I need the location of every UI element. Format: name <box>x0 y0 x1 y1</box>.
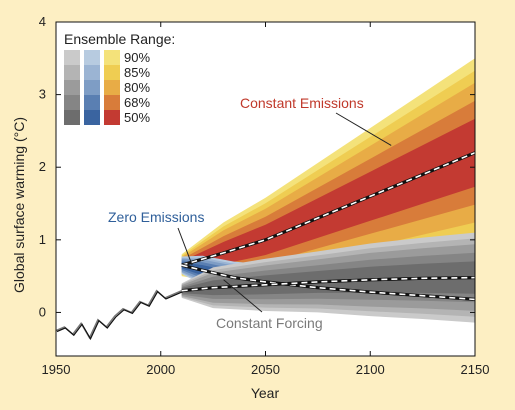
median-lines <box>181 151 476 301</box>
legend-swatches <box>64 50 120 125</box>
x-tick-label-2050: 2050 <box>251 362 280 377</box>
y-tick-label-0: 0 <box>39 304 46 319</box>
legend-label-90: 90% <box>124 50 150 65</box>
annotation-leaders <box>177 112 392 313</box>
axis-ticks: 1950 2000 2050 2100 2150 0 1 2 3 4 <box>39 14 490 377</box>
legend-swatch-blue-80 <box>84 80 100 95</box>
legend-swatch-warm-50 <box>104 110 120 125</box>
legend-swatch-gray-90 <box>64 50 80 65</box>
annotation-zero-emissions: Zero Emissions <box>108 209 204 225</box>
constant-emissions-band-50 <box>181 118 475 270</box>
legend-swatch-gray-80 <box>64 80 80 95</box>
annotation-leader-2 <box>223 279 263 313</box>
legend-label-50: 50% <box>124 110 150 125</box>
y-tick-label-1: 1 <box>39 232 46 247</box>
y-tick-label-2: 2 <box>39 159 46 174</box>
legend-swatch-blue-90 <box>84 50 100 65</box>
legend-label-85: 85% <box>124 65 150 80</box>
annotation-leader-0 <box>335 112 392 146</box>
legend-label-80: 80% <box>124 80 150 95</box>
legend-label-68: 68% <box>124 95 150 110</box>
annotation-constant-emissions: Constant Emissions <box>240 95 364 111</box>
legend-swatch-warm-85 <box>104 65 120 80</box>
constant-emissions-band-68 <box>181 100 475 272</box>
legend-swatch-warm-68 <box>104 95 120 110</box>
y-tick-label-4: 4 <box>39 14 46 29</box>
legend-swatch-blue-50 <box>84 110 100 125</box>
observed-line <box>56 290 183 341</box>
x-tick-label-2100: 2100 <box>356 362 385 377</box>
legend-swatch-warm-90 <box>104 50 120 65</box>
y-axis-label: Global surface warming (°C) <box>11 117 27 293</box>
constant-emissions-median <box>181 151 476 266</box>
x-tick-label-2150: 2150 <box>461 362 490 377</box>
x-tick-label-1950: 1950 <box>42 362 71 377</box>
annotation-constant-forcing: Constant Forcing <box>216 315 323 331</box>
legend-title: Ensemble Range: <box>64 31 175 47</box>
legend-swatch-gray-68 <box>64 95 80 110</box>
legend-swatch-gray-85 <box>64 65 80 80</box>
annotation-leader-1 <box>177 227 193 266</box>
x-axis-label: Year <box>251 385 280 401</box>
legend-swatch-gray-50 <box>64 110 80 125</box>
y-tick-label-3: 3 <box>39 87 46 102</box>
constant-forcing-median <box>181 276 476 292</box>
legend-swatch-blue-85 <box>84 65 100 80</box>
legend-swatch-warm-80 <box>104 80 120 95</box>
legend-swatch-blue-68 <box>84 95 100 110</box>
x-tick-label-2000: 2000 <box>146 362 175 377</box>
